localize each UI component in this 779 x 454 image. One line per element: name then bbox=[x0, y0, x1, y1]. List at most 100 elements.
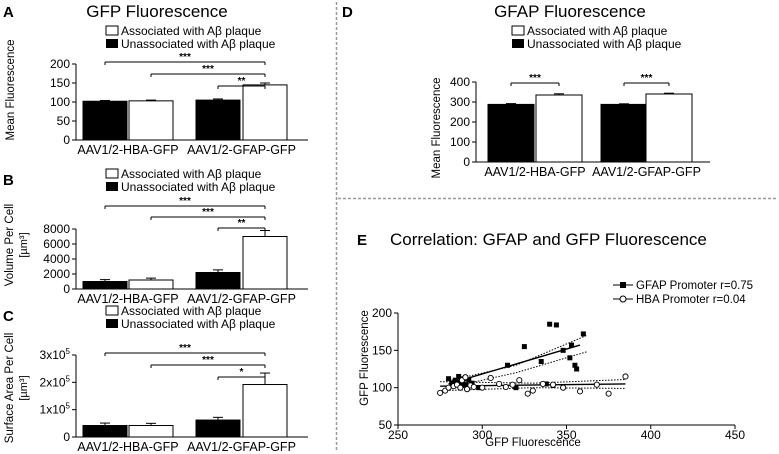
significance-label: *** bbox=[202, 64, 214, 75]
significance-label: *** bbox=[641, 73, 653, 84]
panel-letter-a: A bbox=[3, 4, 14, 21]
legend-swatch-unassociated bbox=[106, 319, 118, 328]
panel-a-ylabel: Mean Fluorescence bbox=[5, 40, 17, 141]
point-gfap bbox=[456, 373, 462, 379]
ci-lower-gfap bbox=[448, 351, 587, 389]
bar-associated bbox=[128, 279, 174, 290]
legend-swatch-associated bbox=[105, 25, 119, 36]
point-gfap bbox=[521, 344, 527, 350]
point-hba bbox=[479, 384, 486, 391]
legend-label-associated: Associated with Aβ plaque bbox=[121, 167, 262, 181]
point-gfap bbox=[513, 385, 519, 391]
point-hba bbox=[516, 377, 523, 384]
legend-label-associated: Associated with Aβ plaque bbox=[527, 24, 668, 38]
x-category-label: AAV1/2-HBA-GFP bbox=[77, 440, 178, 454]
legend-swatch-unassociated bbox=[106, 182, 118, 191]
y-tick-label: 4000 bbox=[43, 252, 70, 266]
significance-label: *** bbox=[529, 73, 541, 84]
point-gfap bbox=[505, 362, 511, 368]
point-gfap bbox=[569, 342, 575, 348]
legend-swatch-unassociated bbox=[512, 39, 524, 48]
y-tick-label: 200 bbox=[450, 115, 470, 129]
legend-label-unassociated: Unassociated with Aβ plaque bbox=[121, 317, 276, 331]
bar-associated bbox=[128, 425, 174, 438]
y-tick-label: 2x105 bbox=[40, 374, 71, 389]
y-tick-label: 3x105 bbox=[40, 347, 71, 362]
y-tick-label: 150 bbox=[50, 76, 70, 90]
bar-unassociated bbox=[487, 103, 535, 163]
y-tick-label: 0 bbox=[63, 282, 70, 296]
ci-lower-hba bbox=[440, 387, 626, 392]
bar-associated bbox=[128, 100, 174, 141]
x-tick-label: 450 bbox=[725, 428, 745, 442]
x-category-label: AAV1/2-GFAP-GFP bbox=[187, 143, 296, 157]
point-hba bbox=[524, 390, 531, 397]
point-hba bbox=[457, 384, 464, 391]
legend-label-associated: Associated with Aβ plaque bbox=[121, 304, 262, 318]
legend-label-hba: HBA Promoter r=0.04 bbox=[636, 294, 746, 306]
point-gfap bbox=[572, 362, 578, 368]
point-hba bbox=[496, 380, 503, 387]
panel-letter-e: E bbox=[357, 232, 367, 249]
panel-letter-c: C bbox=[3, 308, 14, 325]
y-tick-label: 100 bbox=[450, 135, 470, 149]
point-gfap bbox=[538, 359, 544, 365]
y-tick-label: 100 bbox=[50, 95, 70, 109]
panel-e-ylabel: GFP Fluorescence bbox=[359, 310, 371, 406]
panel-e-title: Correlation: GFAP and GFP Fluorescence bbox=[390, 230, 707, 249]
x-tick-label: 400 bbox=[641, 428, 661, 442]
point-hba bbox=[622, 373, 629, 380]
point-gfap bbox=[553, 322, 559, 328]
point-hba bbox=[445, 384, 452, 391]
legend-label-unassociated: Unassociated with Aβ plaque bbox=[527, 37, 682, 51]
y-tick-label: 0 bbox=[463, 155, 470, 169]
point-hba bbox=[549, 381, 557, 388]
legend-panel-a: Associated with Aβ plaque Unassociated w… bbox=[105, 24, 276, 51]
y-tick-label: 0 bbox=[63, 133, 70, 147]
panel-letter-d: D bbox=[342, 4, 353, 21]
legend-swatch-unassociated bbox=[106, 39, 118, 48]
point-hba bbox=[539, 380, 546, 387]
bar-chart-d: 0 100 200 300 400 AAV1/2-HBA-GFP AAV1/2-GFAP-G… bbox=[450, 73, 710, 179]
bar-unassociated bbox=[195, 419, 241, 438]
y-tick-label: 400 bbox=[450, 75, 470, 89]
panel-d-ylabel: Mean Fluorescence bbox=[431, 78, 443, 179]
point-hba bbox=[509, 381, 516, 388]
x-category-label: AAV1/2-GFAP-GFP bbox=[187, 440, 296, 454]
point-hba bbox=[464, 386, 471, 393]
panel-c-ylabel-unit: [µm³] bbox=[18, 375, 30, 400]
legend-label-unassociated: Unassociated with Aβ plaque bbox=[121, 180, 276, 194]
bar-chart-a: 0 50 100 150 200 AAV1/2-HBA-GFP AAV1/2-GFAP-GF… bbox=[50, 52, 308, 157]
ci-upper-gfap bbox=[448, 334, 587, 382]
point-gfap bbox=[543, 381, 549, 387]
y-tick-label: 300 bbox=[450, 95, 470, 109]
y-tick-label: 100 bbox=[372, 381, 392, 395]
x-tick-label: 300 bbox=[472, 428, 492, 442]
point-gfap bbox=[567, 355, 573, 361]
y-tick-label: 0 bbox=[63, 430, 70, 444]
bar-associated bbox=[242, 84, 288, 141]
point-hba bbox=[529, 387, 536, 394]
x-category-label: AAV1/2-GFAP-GFP bbox=[187, 292, 296, 306]
x-category-label: AAV1/2-HBA-GFP bbox=[484, 165, 585, 179]
legend-panel-b: Associated with Aβ plaque Unassociated w… bbox=[105, 167, 276, 194]
panel-c-ylabel: Surface Area Per Cell bbox=[4, 333, 16, 444]
legend-marker-gfap bbox=[620, 282, 626, 288]
panel-letter-b: B bbox=[3, 172, 14, 189]
bar-associated bbox=[535, 94, 583, 163]
bar-unassociated bbox=[195, 272, 241, 290]
panel-a-title: GFP Fluorescence bbox=[86, 2, 227, 21]
bar-chart-c: 0 1x105 2x105 3x105 AAV1/2-HBA-GFP AAV1/2-GFA… bbox=[40, 343, 308, 454]
significance-label: *** bbox=[202, 207, 214, 218]
bar-unassociated bbox=[82, 281, 128, 290]
point-gfap bbox=[574, 366, 580, 372]
legend-label-unassociated: Unassociated with Aβ plaque bbox=[121, 37, 276, 51]
legend-swatch-associated bbox=[511, 25, 525, 36]
point-gfap bbox=[476, 385, 482, 391]
point-gfap bbox=[452, 377, 458, 383]
point-gfap bbox=[449, 380, 455, 386]
significance-label: ** bbox=[238, 218, 246, 229]
point-hba bbox=[470, 383, 477, 390]
point-hba bbox=[605, 390, 612, 397]
